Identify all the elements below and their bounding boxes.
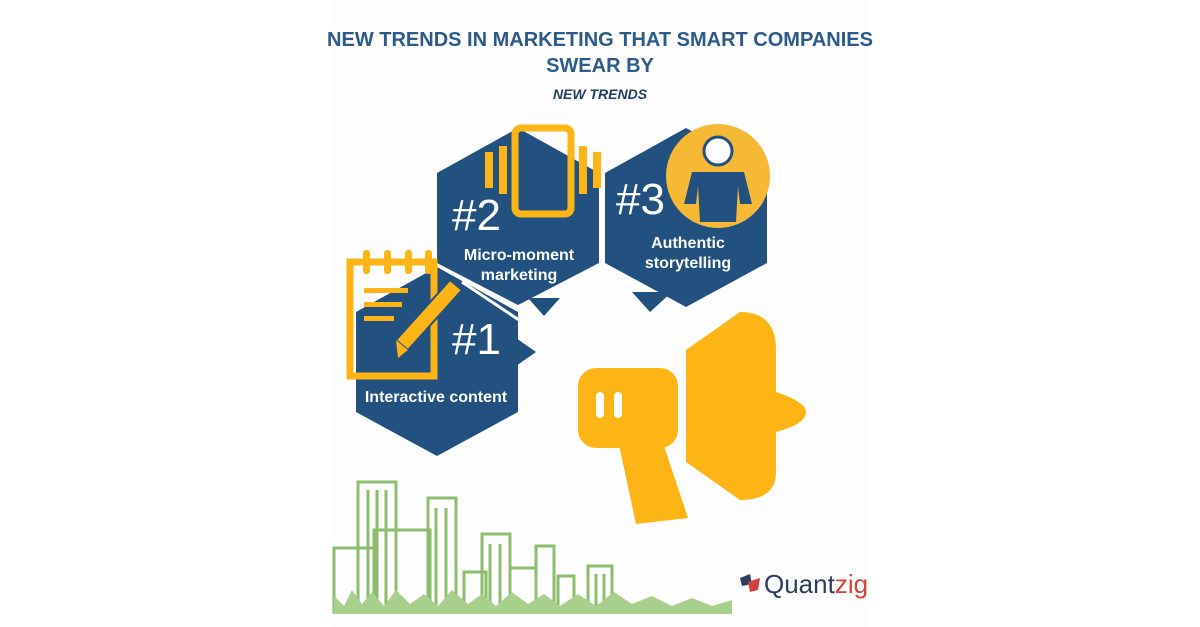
- grass-strip: [334, 590, 732, 614]
- trend-2-label-line2: marketing: [480, 267, 558, 284]
- trend-3-label-line2: storytelling: [644, 255, 732, 272]
- quantzig-logo-icon: [740, 574, 760, 592]
- trend-3-number: #3: [616, 175, 665, 224]
- page-title-line1: NEW TRENDS IN MARKETING THAT SMART COMPA…: [327, 29, 873, 51]
- logo-text-quant: Quant: [764, 568, 835, 599]
- vibrating-phone-icon: [485, 124, 601, 218]
- trend-1-number: #1: [452, 315, 501, 364]
- trend-2-number: #2: [452, 191, 501, 240]
- quantzig-logo: Quant zig: [738, 566, 868, 602]
- city-skyline: [332, 480, 614, 614]
- notepad-pencil-icon: [346, 250, 464, 380]
- page-title-line2: SWEAR BY: [546, 55, 654, 77]
- logo-text-zig: zig: [834, 568, 869, 599]
- person-icon: [666, 124, 770, 228]
- trend-3-label-line1: Authentic: [651, 235, 725, 252]
- trend-2-label-line1: Micro-moment: [463, 247, 575, 264]
- connector-line: [461, 280, 523, 324]
- megaphone-icon: [578, 312, 806, 524]
- page-subtitle: NEW TRENDS: [552, 86, 648, 102]
- trend-1-label-line1: Interactive content: [364, 389, 508, 406]
